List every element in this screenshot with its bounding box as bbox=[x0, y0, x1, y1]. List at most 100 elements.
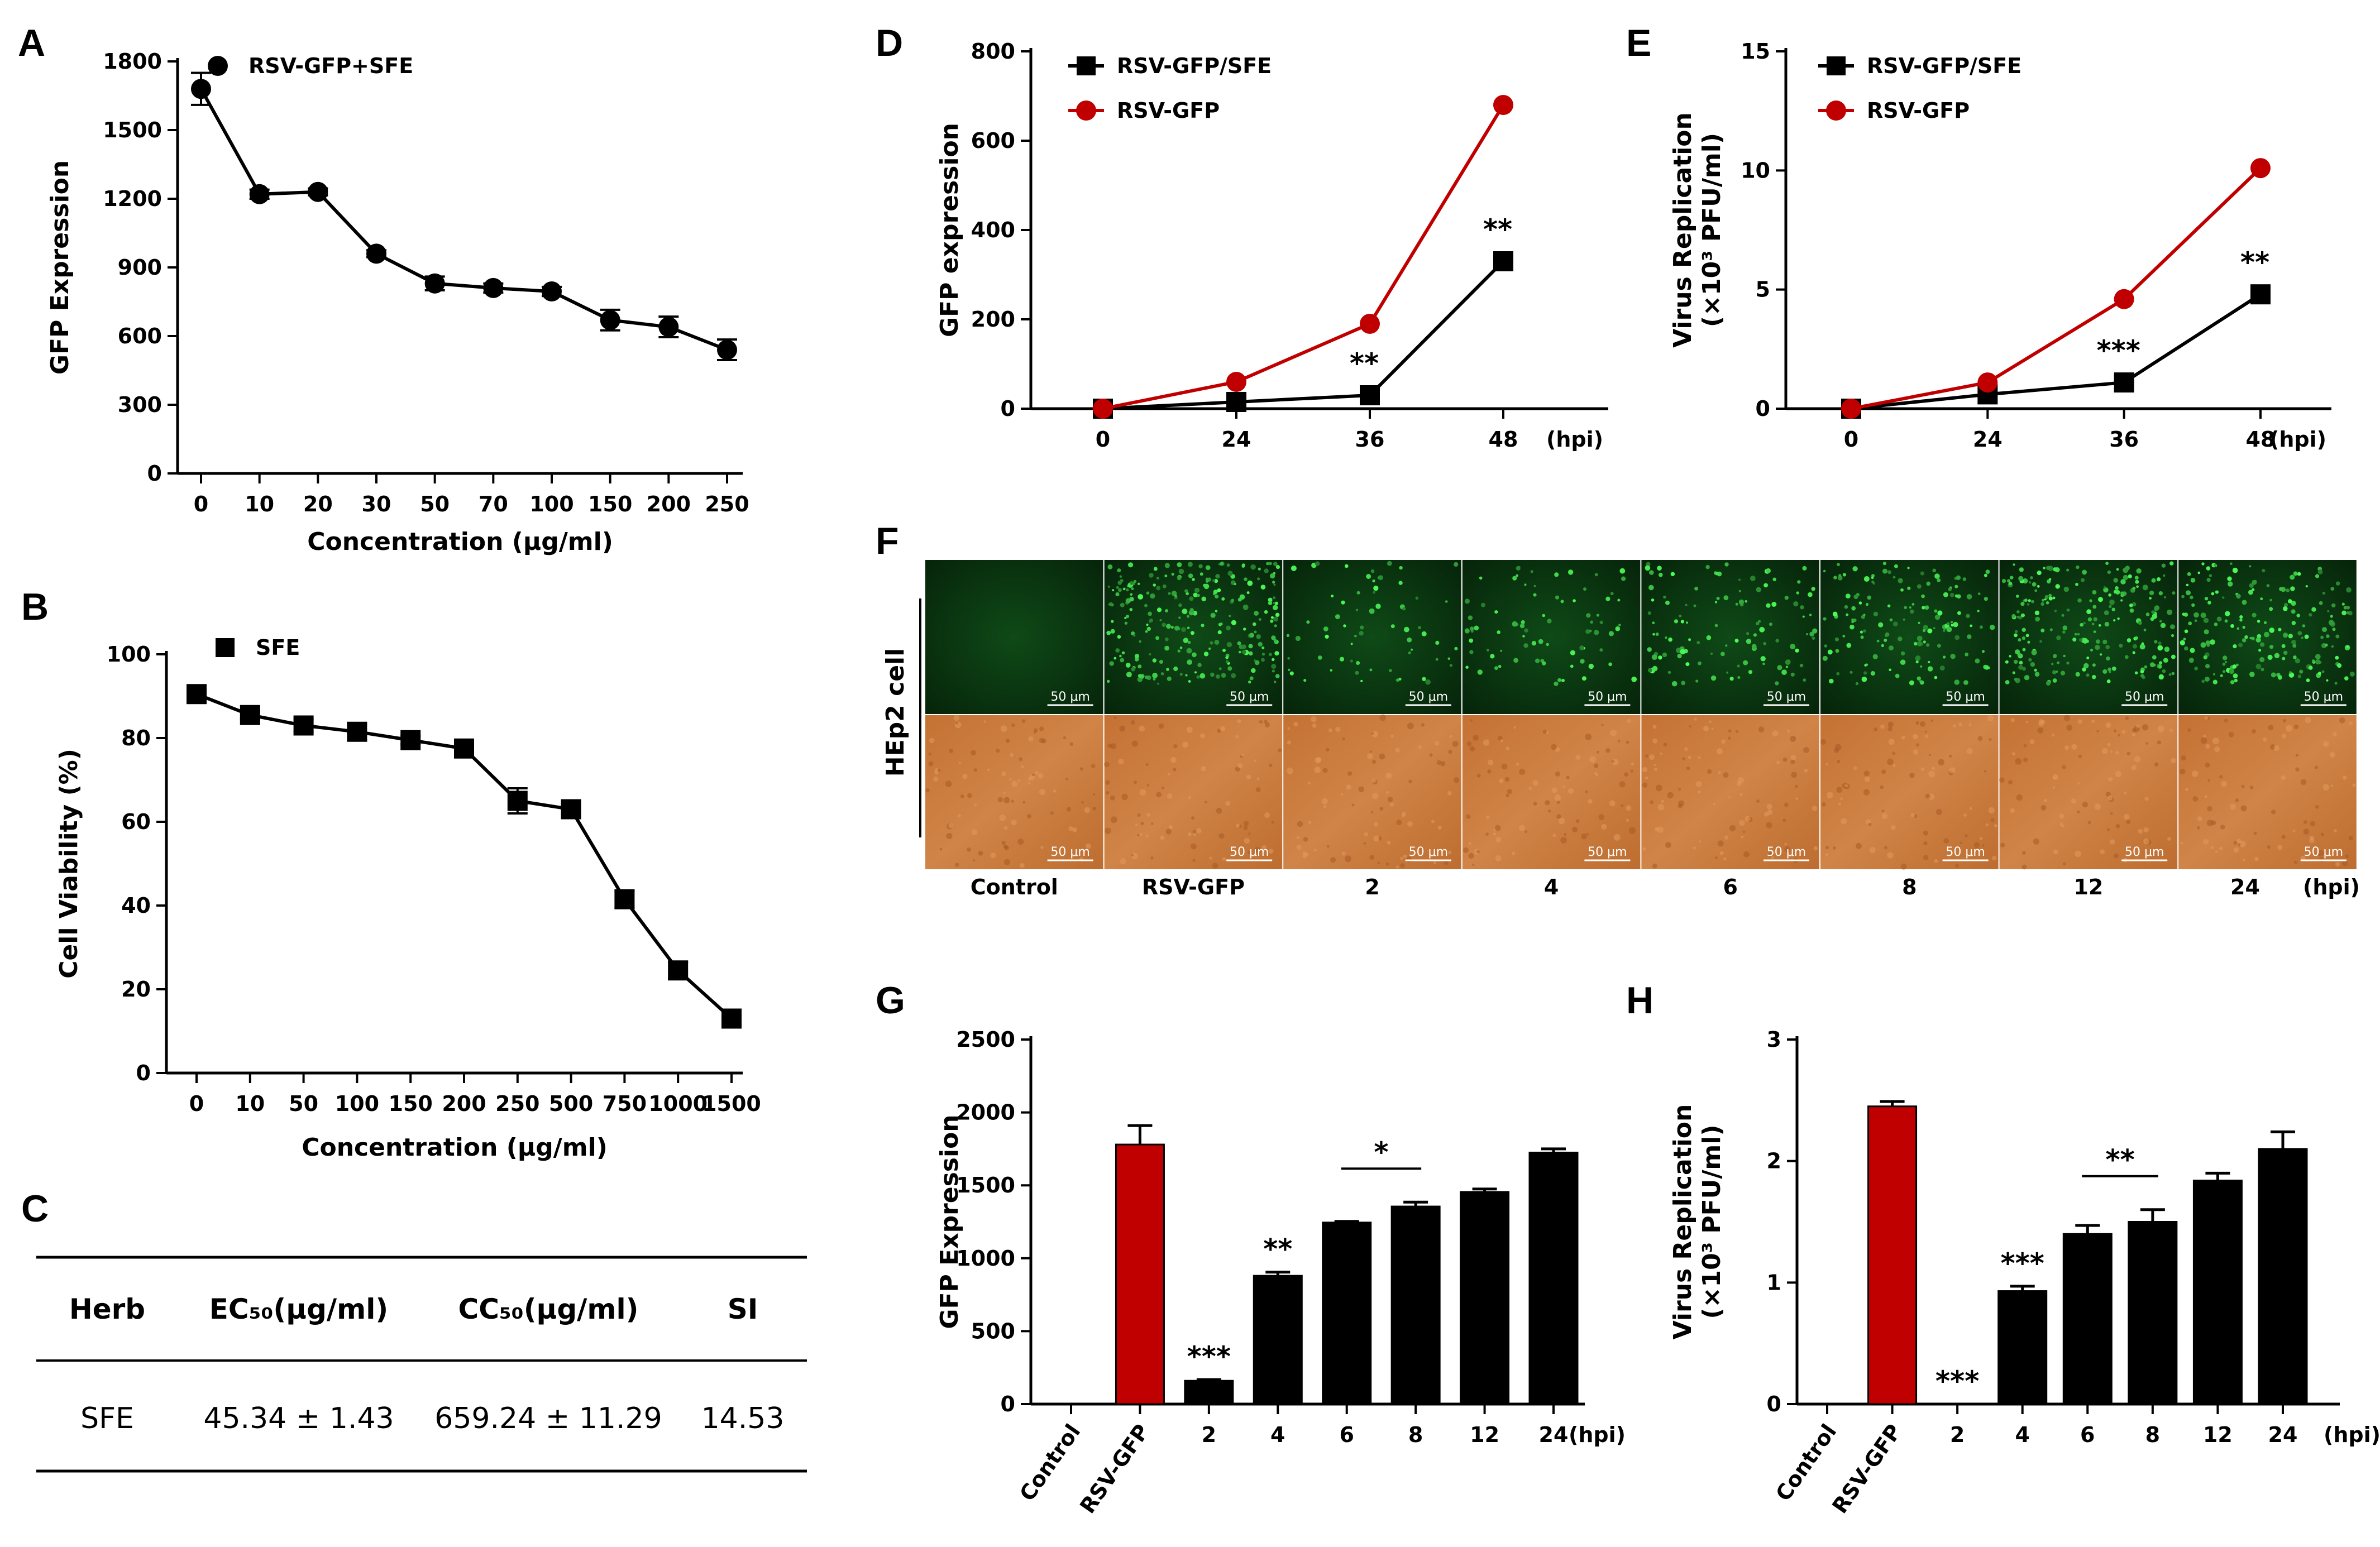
gfp-cell bbox=[1370, 569, 1375, 573]
gfp-cell bbox=[1153, 583, 1156, 587]
brightfield-texture bbox=[1371, 793, 1379, 799]
brightfield-texture bbox=[1265, 722, 1270, 727]
gfp-cell bbox=[1858, 601, 1862, 605]
gfp-cell bbox=[1599, 648, 1603, 652]
gfp-cell bbox=[1273, 639, 1277, 643]
gfp-cell bbox=[1214, 590, 1218, 593]
gfp-cell bbox=[2001, 578, 2006, 583]
brightfield-texture bbox=[2219, 846, 2223, 850]
brightfield-texture bbox=[1594, 763, 1599, 768]
gfp-cell bbox=[2031, 600, 2034, 604]
x-tick-label: 4 bbox=[2015, 1423, 2029, 1447]
gfp-cell bbox=[1763, 642, 1766, 645]
gfp-cell bbox=[1109, 661, 1114, 666]
gfp-cell bbox=[1751, 644, 1757, 649]
brightfield-texture bbox=[1626, 740, 1629, 744]
gfp-cell bbox=[2206, 578, 2211, 582]
brightfield-texture bbox=[1923, 830, 1928, 836]
brightfield-texture bbox=[1469, 746, 1475, 751]
brightfield-texture bbox=[1880, 724, 1885, 729]
gfp-cell bbox=[1954, 594, 1958, 598]
gfp-cell bbox=[1911, 603, 1915, 606]
gfp-cell bbox=[2204, 629, 2209, 635]
brightfield-texture bbox=[1650, 800, 1654, 804]
brightfield-texture bbox=[1121, 793, 1128, 801]
gfp-cell bbox=[2022, 578, 2028, 584]
gfp-cell bbox=[2040, 602, 2044, 606]
gfp-cell bbox=[1785, 665, 1789, 668]
gfp-cell bbox=[2028, 599, 2031, 602]
table-header-cc50: CC₅₀(μg/ml) bbox=[458, 1293, 639, 1325]
gfp-cell bbox=[1933, 627, 1935, 630]
brightfield-texture bbox=[1928, 770, 1935, 778]
brightfield-texture bbox=[1172, 768, 1177, 772]
brightfield-texture bbox=[2333, 732, 2337, 736]
brightfield-texture bbox=[1973, 842, 1980, 848]
gfp-cell bbox=[2201, 562, 2205, 566]
gfp-cell bbox=[1331, 595, 1334, 598]
brightfield-texture bbox=[1369, 750, 1372, 753]
x-tick-label: 10 bbox=[245, 492, 274, 516]
brightfield-texture bbox=[1248, 851, 1251, 854]
gfp-cell bbox=[1177, 576, 1182, 581]
gfp-cell bbox=[2123, 574, 2129, 581]
gfp-cell bbox=[1954, 585, 1958, 588]
data-point bbox=[507, 791, 528, 811]
brightfield-texture bbox=[2157, 740, 2161, 745]
gfp-cell bbox=[1117, 568, 1121, 573]
brightfield-texture bbox=[2221, 780, 2228, 787]
gfp-cell bbox=[1196, 675, 1200, 679]
brightfield-texture bbox=[2077, 782, 2080, 785]
scale-bar-label: 50 μm bbox=[1767, 845, 1806, 859]
brightfield-texture bbox=[1167, 793, 1173, 799]
gfp-cell bbox=[1696, 641, 1700, 644]
gfp-cell bbox=[1149, 620, 1152, 623]
brightfield-texture bbox=[1661, 799, 1664, 803]
brightfield-texture bbox=[2000, 842, 2005, 847]
gfp-cell bbox=[2063, 654, 2066, 658]
gfp-cell bbox=[1182, 609, 1188, 615]
gfp-cell bbox=[1403, 626, 1409, 633]
data-point bbox=[600, 310, 620, 331]
y-tick-label: 0 bbox=[1001, 1392, 1015, 1416]
gfp-cell bbox=[1199, 673, 1206, 679]
gfp-cell bbox=[1390, 624, 1395, 629]
gfp-cell bbox=[1876, 639, 1880, 643]
gfp-cell bbox=[1350, 659, 1353, 663]
gfp-cell bbox=[1258, 567, 1261, 571]
gfp-cell bbox=[2224, 660, 2227, 663]
gfp-cell bbox=[2017, 653, 2021, 657]
gfp-cell bbox=[1449, 664, 1452, 667]
gfp-cell bbox=[2335, 581, 2340, 586]
gfp-cell bbox=[2288, 634, 2293, 639]
gfp-cell bbox=[1138, 674, 1142, 678]
brightfield-texture bbox=[2315, 804, 2319, 809]
brightfield-texture bbox=[1572, 826, 1578, 832]
gfp-cell bbox=[2022, 667, 2026, 671]
gfp-cell bbox=[1862, 629, 1866, 633]
brightfield-texture bbox=[1695, 781, 1702, 787]
brightfield-texture bbox=[1400, 857, 1403, 860]
gfp-cell bbox=[2182, 612, 2186, 616]
brightfield-texture bbox=[1663, 743, 1667, 746]
gfp-cell bbox=[2343, 606, 2348, 610]
fluorescence-image-6 bbox=[1641, 560, 1819, 714]
gfp-cell bbox=[2086, 609, 2092, 614]
gfp-cell bbox=[1758, 620, 1761, 623]
brightfield-texture bbox=[967, 793, 972, 798]
gfp-cell bbox=[1729, 677, 1734, 681]
brightfield-texture bbox=[2115, 751, 2119, 755]
brightfield-texture bbox=[1021, 719, 1026, 723]
panel-label-e: E bbox=[1626, 22, 1651, 64]
brightfield-texture bbox=[2101, 748, 2108, 754]
brightfield-texture bbox=[1892, 751, 1896, 755]
brightfield-texture bbox=[1225, 801, 1231, 806]
gfp-cell bbox=[1892, 576, 1896, 579]
x-tick-label: 100 bbox=[529, 492, 574, 516]
gfp-cell bbox=[1254, 659, 1256, 662]
brightfield-texture bbox=[1188, 796, 1191, 799]
gfp-cell bbox=[1652, 633, 1655, 636]
gfp-cell bbox=[1366, 574, 1371, 579]
gfp-cell bbox=[1445, 600, 1448, 603]
micrograph-column-label-12: 12 bbox=[2073, 875, 2103, 899]
